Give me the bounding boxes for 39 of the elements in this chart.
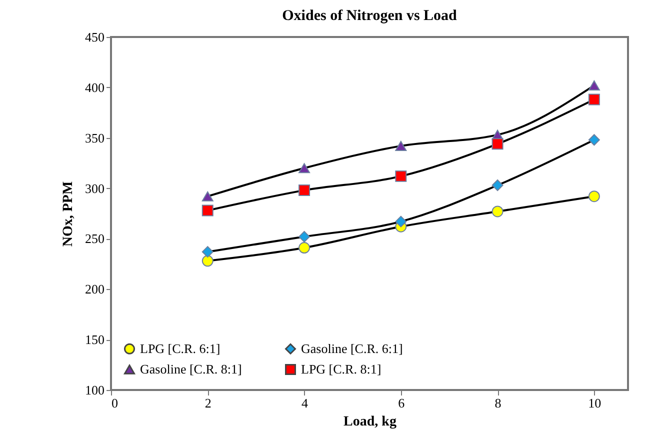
legend-label: LPG [C.R. 8:1] bbox=[301, 362, 382, 376]
y-tick-label: 150 bbox=[85, 332, 104, 348]
y-tick-label: 250 bbox=[85, 231, 104, 246]
x-axis-title: Load, kg bbox=[344, 414, 396, 430]
point bbox=[298, 230, 310, 242]
point bbox=[202, 246, 214, 258]
y-axis-title: NOx, PPM bbox=[61, 181, 76, 247]
point bbox=[492, 138, 504, 150]
point bbox=[395, 170, 407, 182]
x-tick-label: 6 bbox=[398, 396, 406, 410]
point bbox=[395, 140, 407, 151]
point bbox=[588, 94, 600, 106]
y-tick-label: 450 bbox=[85, 30, 104, 44]
legend-label: Gasoline [C.R. 6:1] bbox=[301, 340, 403, 356]
point bbox=[492, 206, 504, 218]
point bbox=[588, 190, 600, 202]
point bbox=[298, 163, 310, 174]
x-tick-label: 4 bbox=[302, 396, 309, 410]
point bbox=[298, 242, 310, 254]
x-tick-label: 2 bbox=[204, 396, 212, 410]
y-tick-label: 350 bbox=[85, 130, 104, 146]
point bbox=[588, 80, 600, 90]
y-tick-label: 100 bbox=[85, 382, 104, 398]
chart-title: Oxides of Nitrogen vs Load bbox=[282, 8, 458, 24]
x-tick-label: 0 bbox=[112, 396, 118, 410]
x-tick-label: 10 bbox=[588, 396, 602, 410]
y-tick-label: 400 bbox=[85, 80, 104, 95]
legend-label: LPG [C.R. 6:1] bbox=[140, 340, 220, 356]
point bbox=[492, 180, 504, 192]
point bbox=[588, 134, 600, 146]
point bbox=[202, 191, 214, 202]
x-tick-label: 8 bbox=[494, 396, 502, 410]
y-tick-label: 300 bbox=[85, 180, 104, 196]
point bbox=[395, 216, 407, 228]
y-tick-label: 200 bbox=[85, 282, 104, 297]
point bbox=[202, 204, 214, 216]
point bbox=[202, 255, 214, 267]
legend-label: Gasoline [C.R. 8:1] bbox=[140, 362, 242, 376]
point bbox=[298, 184, 310, 196]
